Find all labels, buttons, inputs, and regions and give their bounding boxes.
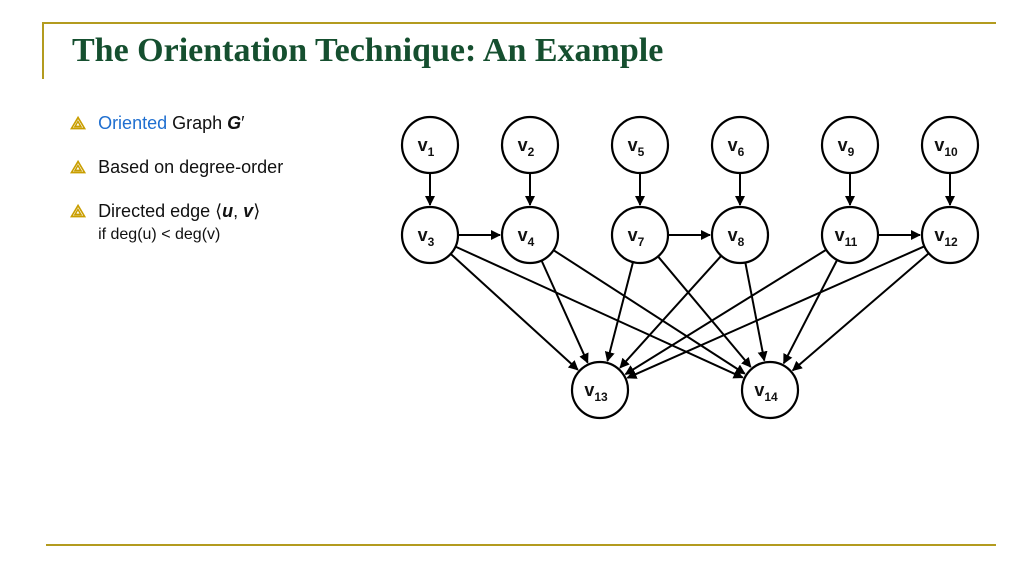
graph-node-v5: v5 [612,117,668,173]
graph-node-v4: v4 [502,207,558,263]
bullet-list: ⟁ Oriented Graph G′ ⟁ Based on degree-or… [70,112,370,268]
bullet-item: ⟁ Based on degree-order [70,156,370,178]
bullet-text: Oriented Graph G′ [98,112,244,134]
oriented-graph-diagram: v1 v2 v5 v6 v9 v10 v3 v4 v7 v8 v11 v12 v13 v14 [370,100,1010,430]
bottom-rule [46,544,996,546]
graph-edge [607,262,633,361]
graph-node-v3: v3 [402,207,458,263]
bullet-icon: ⟁ [70,156,86,178]
bullet-item: ⟁ Oriented Graph G′ [70,112,370,134]
graph-edge [542,261,588,363]
graph-edge [554,250,745,374]
graph-edge [627,246,924,378]
graph-node-v1: v1 [402,117,458,173]
graph-node-v11: v11 [822,207,878,263]
graph-node-v13: v13 [572,362,628,418]
graph-node-v2: v2 [502,117,558,173]
bullet-text: Based on degree-order [98,156,283,178]
graph-node-v6: v6 [712,117,768,173]
graph-edge [625,250,826,374]
graph-node-v8: v8 [712,207,768,263]
bullet-icon: ⟁ [70,200,86,222]
graph-edge [451,254,578,370]
bullet-accent: Oriented [98,113,167,133]
graph-node-v7: v7 [612,207,668,263]
bullet-item: ⟁ Directed edge ⟨u, v⟩ if deg(u) < deg(v… [70,200,370,246]
graph-edge [745,262,764,360]
bullet-text: Directed edge ⟨u, v⟩ if deg(u) < deg(v) [98,200,260,246]
graph-node-v9: v9 [822,117,878,173]
bullet-subtext: if deg(u) < deg(v) [98,224,260,246]
graph-edge [455,247,742,378]
graph-node-v10: v10 [922,117,978,173]
graph-node-v12: v12 [922,207,978,263]
graph-edge [784,260,837,363]
page-title: The Orientation Technique: An Example [72,32,663,70]
bullet-icon: ⟁ [70,112,86,134]
graph-edge [793,253,929,370]
graph-node-v14: v14 [742,362,798,418]
